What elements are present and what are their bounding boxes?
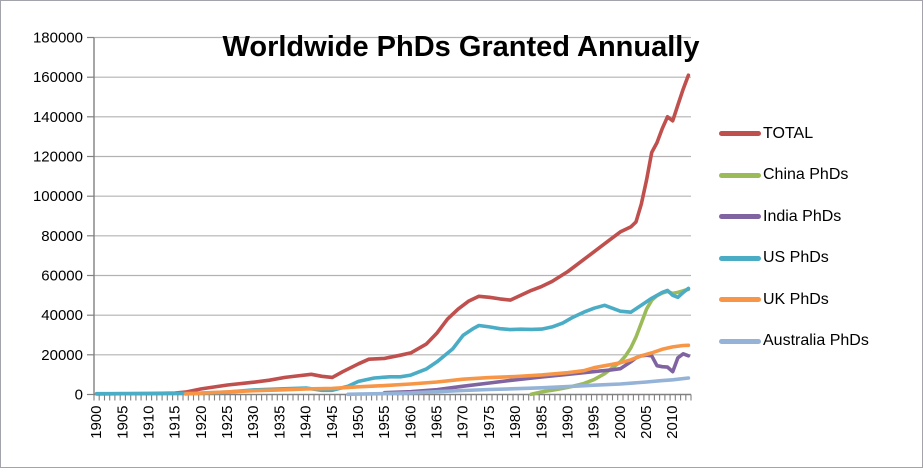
legend-item-australia: Australia PhDs — [719, 321, 919, 363]
y-axis-label: 80000 — [41, 228, 83, 245]
x-axis-label: 1965 — [429, 406, 446, 439]
legend-label-india: India PhDs — [763, 207, 842, 225]
y-axis-label: 160000 — [33, 69, 83, 86]
x-axis-label: 1910 — [141, 406, 158, 439]
chart-title: Worldwide PhDs Granted Annually — [222, 31, 700, 63]
y-axis-label: 120000 — [33, 149, 83, 166]
x-axis-label: 1990 — [559, 406, 576, 439]
legend-label-uk: UK PhDs — [763, 290, 829, 308]
legend-swatch-uk — [719, 297, 761, 303]
legend-swatch-india — [719, 214, 761, 220]
x-axis-label: 1995 — [586, 406, 603, 439]
legend-item-us: US PhDs — [719, 238, 919, 280]
y-axis-label: 40000 — [41, 307, 83, 324]
x-axis-label: 2000 — [612, 406, 629, 439]
series-line-australia-phds — [346, 376, 691, 397]
y-axis-label: 20000 — [41, 347, 83, 364]
x-axis-label: 1915 — [167, 406, 184, 439]
series-line-uk-phds — [183, 343, 691, 396]
legend-swatch-us — [719, 255, 761, 261]
x-axis-label: 1930 — [245, 406, 262, 439]
series-line-china-phds — [529, 287, 691, 397]
legend-item-india: India PhDs — [719, 196, 919, 238]
series-line-india-phds — [382, 351, 691, 395]
x-axis-label: 1970 — [455, 406, 472, 439]
x-axis-label: 1945 — [324, 406, 341, 439]
legend-item-total: TOTAL — [719, 113, 919, 155]
legend-label-us: US PhDs — [763, 249, 829, 267]
y-axis-label: 180000 — [33, 30, 83, 47]
y-axis-label: 0 — [75, 387, 83, 404]
x-axis-label: 1925 — [219, 406, 236, 439]
x-axis-label: 1905 — [114, 406, 131, 439]
chart-legend: TOTAL China PhDs India PhDs US PhDs UK P… — [719, 113, 919, 362]
x-axis-label: 1920 — [193, 406, 210, 439]
series-line-total — [94, 73, 691, 396]
x-axis-label: 1900 — [88, 406, 105, 439]
y-axis-label: 100000 — [33, 188, 83, 205]
x-axis-label: 1980 — [507, 406, 524, 439]
x-axis-label: 1975 — [481, 406, 498, 439]
x-axis-label: 1940 — [298, 406, 315, 439]
y-axis-label: 140000 — [33, 109, 83, 126]
x-axis-label: 1935 — [271, 406, 288, 439]
x-axis-label: 2005 — [638, 406, 655, 439]
legend-item-uk: UK PhDs — [719, 279, 919, 321]
legend-item-china: China PhDs — [719, 155, 919, 197]
legend-label-australia: Australia PhDs — [763, 332, 869, 350]
legend-label-total: TOTAL — [763, 124, 814, 142]
legend-label-china: China PhDs — [763, 166, 849, 184]
legend-swatch-china — [719, 172, 761, 178]
legend-swatch-total — [719, 131, 761, 137]
y-axis-label: 60000 — [41, 268, 83, 285]
x-axis-label: 2010 — [664, 406, 681, 439]
x-axis-label: 1955 — [376, 406, 393, 439]
x-axis-label: 1985 — [533, 406, 550, 439]
x-axis-label: 1960 — [402, 406, 419, 439]
x-axis-label: 1950 — [350, 406, 367, 439]
legend-swatch-australia — [719, 338, 761, 344]
